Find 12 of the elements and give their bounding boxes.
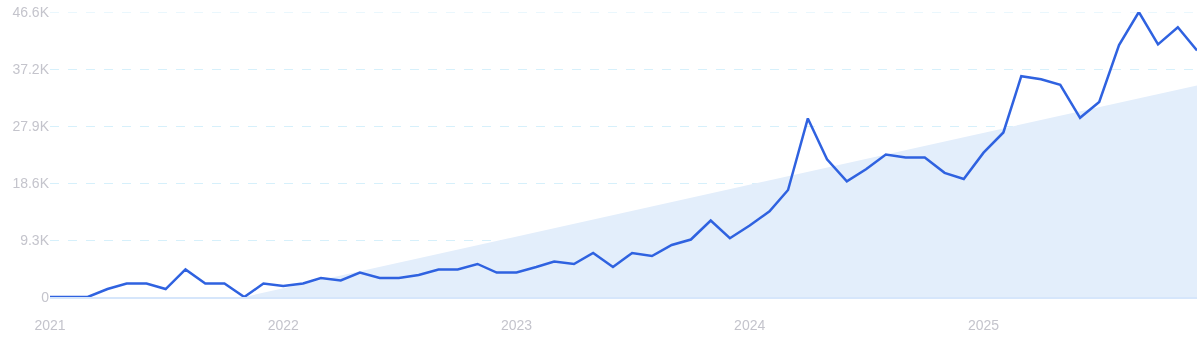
y-tick-label: 0 (41, 288, 50, 305)
y-tick-label: 27.9K (12, 118, 50, 135)
x-tick-label: 2021 (34, 316, 66, 333)
y-tick-label: 9.3K (20, 232, 50, 249)
line-series (50, 12, 1197, 297)
y-tick-label: 46.6K (12, 3, 50, 20)
y-tick-label: 18.6K (12, 175, 50, 192)
x-tick-label: 2023 (500, 316, 533, 333)
x-tick-label: 2022 (267, 316, 300, 333)
y-tick-label: 37.2K (12, 61, 50, 78)
x-tick-label: 2024 (734, 316, 766, 333)
x-tick-label: 2025 (967, 316, 1000, 333)
